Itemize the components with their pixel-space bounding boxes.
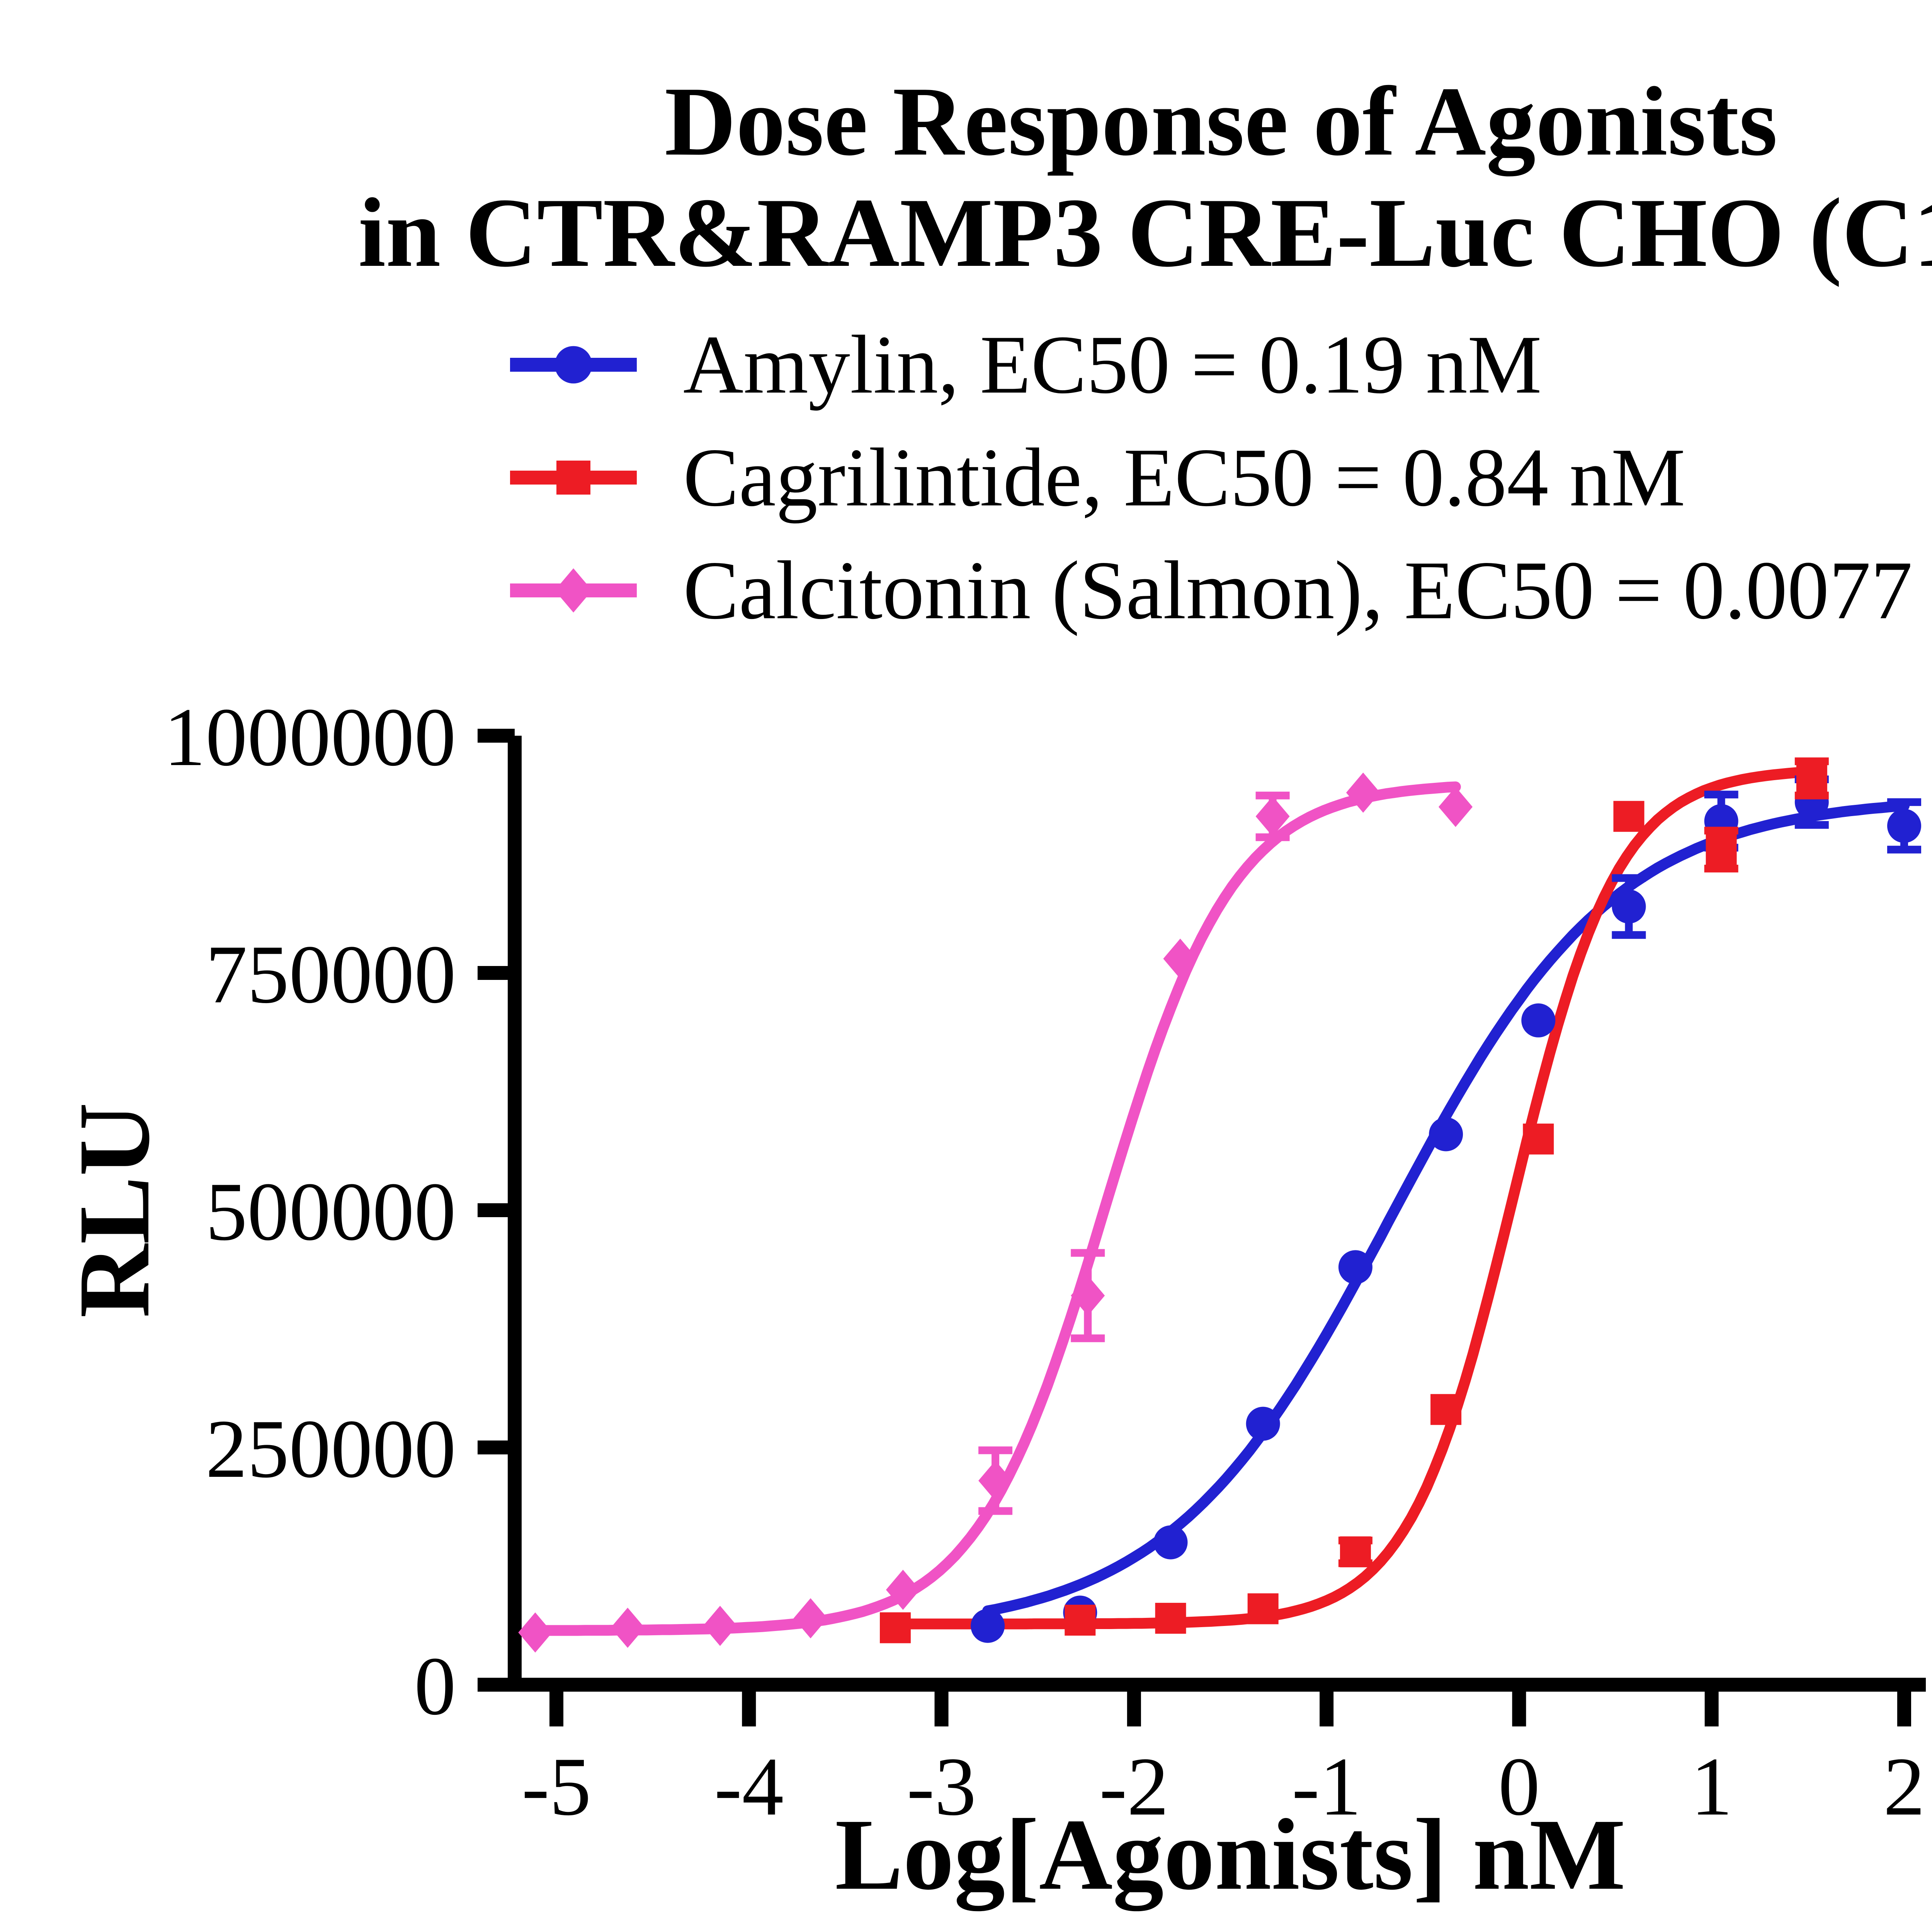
cagrilintide-marker <box>1430 1394 1462 1425</box>
x-tick-label: -2 <box>1099 1740 1169 1833</box>
legend: Amylin, EC50 = 0.19 nM Cagrilintide, EC50… <box>510 318 1932 636</box>
cagrilintide-marker <box>1155 1603 1186 1634</box>
x-tick-label: -1 <box>1292 1740 1361 1833</box>
amylin-marker <box>554 346 592 384</box>
chart-title-line-2: in CTR&RAMP3 CRE-Luc CHO (C111) <box>358 178 1932 287</box>
legend-entry-cagrilintide: Cagrilintide, EC50 = 0.84 nM <box>510 431 1685 524</box>
x-tick-label: 2 <box>1883 1740 1925 1833</box>
calcitonin-salmon-marker <box>1346 772 1380 813</box>
calcitonin-salmon-marker <box>793 1598 828 1639</box>
legend-entry-amylin: Amylin, EC50 = 0.19 nM <box>510 318 1542 411</box>
x-axis-label: Log[Agonists] nM <box>835 1798 1626 1913</box>
amylin-marker <box>1153 1525 1188 1560</box>
amylin-marker <box>1887 809 1921 843</box>
y-tick-label: 500000 <box>206 1165 456 1258</box>
cagrilintide-marker <box>1706 834 1737 865</box>
y-axis-label: RLU <box>58 1102 171 1318</box>
plot-area: -5 -4 -3 -2 -1 0 1 2 0 250000 500000 750000 1000000 <box>164 691 1926 1833</box>
calcitonin-salmon-marker <box>1438 787 1473 827</box>
cagrilintide-marker <box>1523 1123 1554 1155</box>
y-tick-label: 750000 <box>206 928 456 1020</box>
amylin-marker <box>971 1609 1005 1643</box>
calcitonin-salmon-marker <box>703 1605 737 1646</box>
x-tick-label: -5 <box>522 1740 591 1833</box>
amylin-marker <box>1429 1117 1463 1151</box>
x-tick-label: -3 <box>907 1740 976 1833</box>
y-tick-label: 1000000 <box>164 691 456 783</box>
cagrilintide-marker <box>879 1612 911 1643</box>
y-tick-label: 0 <box>414 1640 456 1732</box>
cagrilintide-marker <box>1613 801 1645 832</box>
amylin-marker <box>1521 1003 1556 1037</box>
cagrilintide-marker <box>1247 1593 1279 1624</box>
x-tick-label: 1 <box>1691 1740 1733 1833</box>
legend-label-calcitonin-salmon: Calcitonin (Salmon), EC50 = 0.0077 nM <box>683 544 1932 636</box>
calcitonin-salmon-marker <box>554 568 592 613</box>
cagrilintide-marker <box>556 461 590 495</box>
calcitonin-salmon-marker <box>1255 796 1290 837</box>
amylin-curve <box>982 800 1910 1616</box>
chart-title-line-1: Dose Response of Agonists <box>665 67 1777 177</box>
amylin-marker <box>1612 889 1646 924</box>
cagrilintide-curve <box>889 766 1817 1629</box>
cagrilintide-marker <box>1796 763 1827 794</box>
calcitonin-salmon-marker <box>1163 939 1197 979</box>
calcitonin-salmon-marker <box>886 1570 920 1610</box>
legend-label-cagrilintide: Cagrilintide, EC50 = 0.84 nM <box>683 431 1685 524</box>
cagrilintide-marker <box>1065 1604 1096 1636</box>
x-tick-label: -4 <box>714 1740 784 1833</box>
legend-entry-calcitonin-salmon: Calcitonin (Salmon), EC50 = 0.0077 nM <box>510 544 1932 636</box>
amylin-marker <box>1338 1250 1372 1284</box>
y-tick-label: 250000 <box>206 1403 456 1495</box>
calcitonin-salmon-marker <box>978 1460 1013 1501</box>
calcitonin-salmon-marker <box>611 1607 645 1648</box>
calcitonin-salmon-marker <box>1071 1276 1105 1316</box>
calcitonin-salmon-marker <box>518 1612 553 1653</box>
amylin-marker <box>1246 1406 1280 1441</box>
cagrilintide-marker <box>1340 1536 1371 1568</box>
axes-frame <box>508 736 1926 1692</box>
x-tick-label: 0 <box>1498 1740 1540 1833</box>
legend-label-amylin: Amylin, EC50 = 0.19 nM <box>683 318 1542 411</box>
